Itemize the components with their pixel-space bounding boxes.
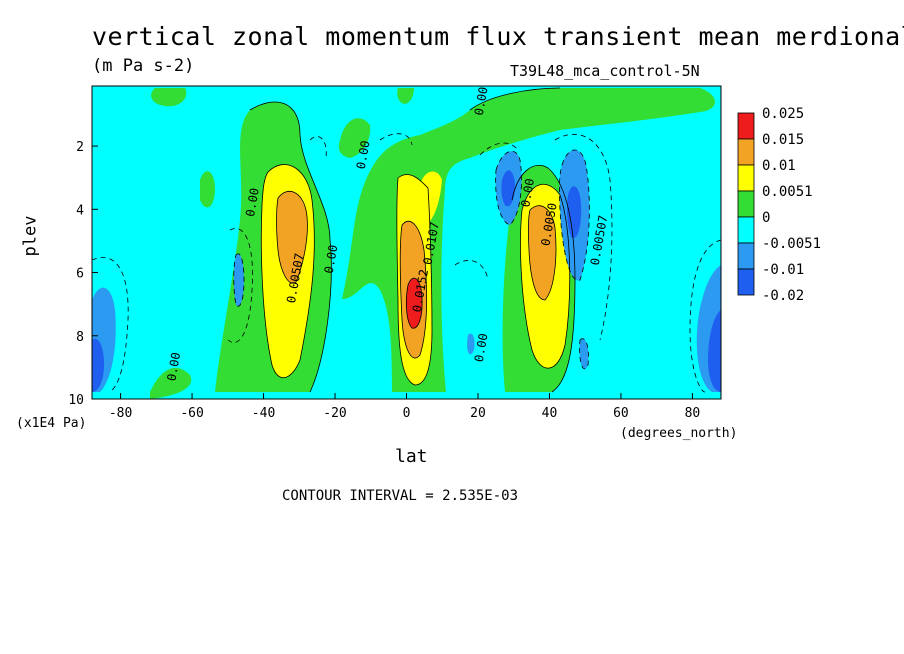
contour-label: 0.00: [472, 86, 491, 117]
x-tick-label: 60: [613, 406, 629, 421]
legend-label: 0.025: [762, 106, 804, 122]
legend-swatch: [737, 190, 755, 218]
contour-line-8: [527, 205, 557, 301]
y-tick-label: 2: [76, 140, 84, 155]
x-tick-label: 40: [542, 406, 558, 421]
contour-label: 0.00: [164, 351, 183, 382]
x-tick-label: 0: [403, 406, 411, 421]
legend-label: 0.015: [762, 132, 804, 148]
negative-contour-lines: [92, 133, 721, 393]
fill-red-center: [406, 278, 423, 329]
x-tick-label: -80: [109, 406, 132, 421]
fill-green-center: [342, 88, 715, 392]
legend-label: -0.0051: [762, 236, 821, 252]
chart-title: vertical zonal momentum flux transient m…: [92, 22, 904, 51]
y-axis: 2 4 6 8 10: [68, 140, 98, 408]
fill-orange-east: [528, 205, 556, 300]
legend-swatch: [737, 112, 755, 140]
dashed-contour-5: [92, 257, 129, 393]
contour-label: 0.00: [322, 244, 341, 275]
legend-swatch: [737, 216, 755, 244]
contour-line-6: [405, 277, 423, 329]
fill-green-top-center: [397, 88, 414, 104]
x-tick-label: -40: [252, 406, 275, 421]
legend-label: 0: [762, 210, 770, 226]
dashed-contour-10: [379, 133, 413, 146]
fill-green-small-2: [200, 171, 215, 208]
dashed-contour-12: [579, 338, 589, 370]
contour-label: 0.00: [518, 177, 537, 208]
x-tick-label: 20: [470, 406, 486, 421]
fill-green-bottom-left: [150, 367, 192, 399]
contour-lines: [249, 87, 576, 393]
contour-interval: CONTOUR INTERVAL = 2.535E-03: [282, 488, 519, 504]
legend-label: 0.0051: [762, 184, 813, 200]
legend-label: 0.01: [762, 158, 796, 174]
fill-blue-east-edge: [708, 310, 721, 392]
fill-orange-west: [276, 191, 308, 284]
y-tick-label: 10: [68, 393, 84, 408]
fill-green-small-1: [338, 118, 371, 158]
fill-lightblue-mid-2: [467, 333, 475, 355]
fill-green-topleft: [151, 88, 187, 107]
contour-label: 0.00: [354, 139, 373, 170]
dashed-contour-9: [309, 136, 327, 159]
contour-label: 0.00: [243, 187, 262, 218]
legend-swatch: [737, 268, 755, 296]
x-tick-label: 80: [685, 406, 701, 421]
y-tick-label: 6: [76, 267, 84, 282]
chart-units: (m Pa s-2): [92, 56, 195, 76]
dashed-contour-11: [454, 260, 489, 281]
x-axis: -80 -60 -40 -20 0 20 40 60 80: [109, 393, 700, 421]
contour-line-1: [249, 101, 332, 393]
fill-lightblue-mid-3: [579, 338, 589, 369]
dashed-contour-1: [495, 150, 522, 226]
contour-line-2: [260, 164, 315, 378]
y-tick-label: 4: [76, 203, 84, 218]
fill-blue-west-edge: [92, 338, 104, 392]
y-tick-label: 8: [76, 330, 84, 345]
contour-line-7: [520, 183, 571, 369]
fill-blue-ne2: [567, 186, 582, 239]
contour-line-5: [399, 220, 427, 359]
dashed-contour-8: [227, 228, 253, 343]
x-tick-label: -60: [180, 406, 203, 421]
x-axis-label: lat: [395, 446, 428, 467]
dashed-contour-4: [479, 142, 519, 156]
fill-blue-ne1: [501, 170, 515, 207]
legend-swatch: [737, 138, 755, 166]
legend-label: -0.02: [762, 288, 804, 304]
y-axis-units: (x1E4 Pa): [16, 416, 87, 431]
fill-lightblue-mid-1: [233, 253, 244, 307]
dashed-contour-2: [559, 149, 590, 281]
legend-swatch: [737, 242, 755, 270]
dashed-contour-6: [689, 239, 721, 393]
contour-line-4: [396, 174, 433, 386]
dashed-contour-3: [554, 134, 613, 341]
x-tick-label: -20: [323, 406, 346, 421]
contour-line-3: [276, 190, 308, 284]
x-axis-units: (degrees_north): [620, 426, 738, 441]
contour-fills: [92, 86, 721, 399]
contour-label: 0.00: [472, 332, 491, 363]
legend-swatch: [737, 164, 755, 192]
contour-line-10: [469, 87, 561, 111]
dataset-name: T39L48_mca_control-5N: [510, 62, 700, 80]
legend-label: -0.01: [762, 262, 804, 278]
contour-line-9: [511, 164, 576, 393]
color-legend: 0.025 0.015 0.01 0.0051 0 -0.0051 -0.01 -0.02: [737, 106, 821, 304]
